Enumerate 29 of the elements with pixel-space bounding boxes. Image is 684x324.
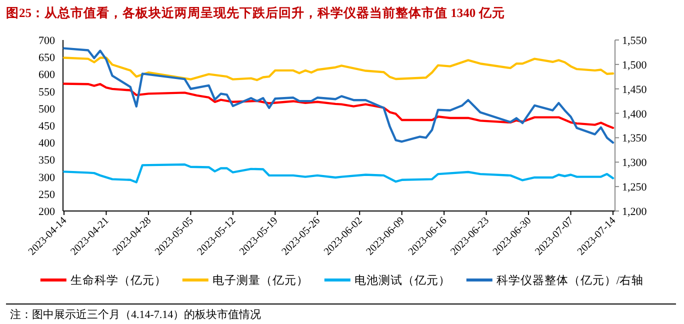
- legend-label: 电池测试（亿元）: [354, 274, 450, 287]
- y-tick-label: 400: [38, 138, 56, 150]
- y2-tick-label: 1,450: [622, 84, 648, 96]
- y-tick-label: 550: [38, 86, 56, 98]
- y2-tick-label: 1,500: [622, 59, 648, 72]
- y2-tick-label: 1,200: [622, 206, 648, 218]
- line-series: [62, 163, 614, 184]
- y-tick-label: 300: [38, 172, 56, 184]
- line-series: [62, 56, 614, 82]
- legend-label: 科学仪器整体（亿元）/右轴: [496, 274, 644, 287]
- y2-tick-label: 1,250: [622, 182, 648, 194]
- y-tick-label: 350: [38, 154, 56, 167]
- y2-tick-label: 1,350: [622, 132, 648, 145]
- text: 注：图中展示近三个月（4.14-7.14）的板块市值情况: [10, 308, 262, 321]
- y-tick-label: 450: [38, 120, 56, 132]
- title: 图25：从总市值看，各板块近两周呈现先下跌后回升，科学仪器当前整体市值 1340 亿元: [6, 6, 505, 20]
- y-tick-label: 700: [38, 35, 56, 47]
- legend-label: 生命科学（亿元）: [70, 274, 166, 287]
- y2-tick-label: 1,300: [622, 157, 648, 170]
- line-series: [62, 47, 614, 144]
- y-tick-label: 650: [38, 52, 56, 64]
- y-tick-label: 600: [38, 69, 56, 82]
- y-tick-label: 500: [38, 103, 56, 116]
- y-tick-label: 200: [38, 206, 56, 218]
- legend-label: 电子测量（亿元）: [212, 274, 308, 287]
- y2-tick-label: 1,400: [622, 108, 648, 120]
- y2-tick-label: 1,550: [622, 35, 648, 47]
- line-series: [62, 82, 614, 129]
- y-tick-label: 250: [38, 188, 56, 201]
